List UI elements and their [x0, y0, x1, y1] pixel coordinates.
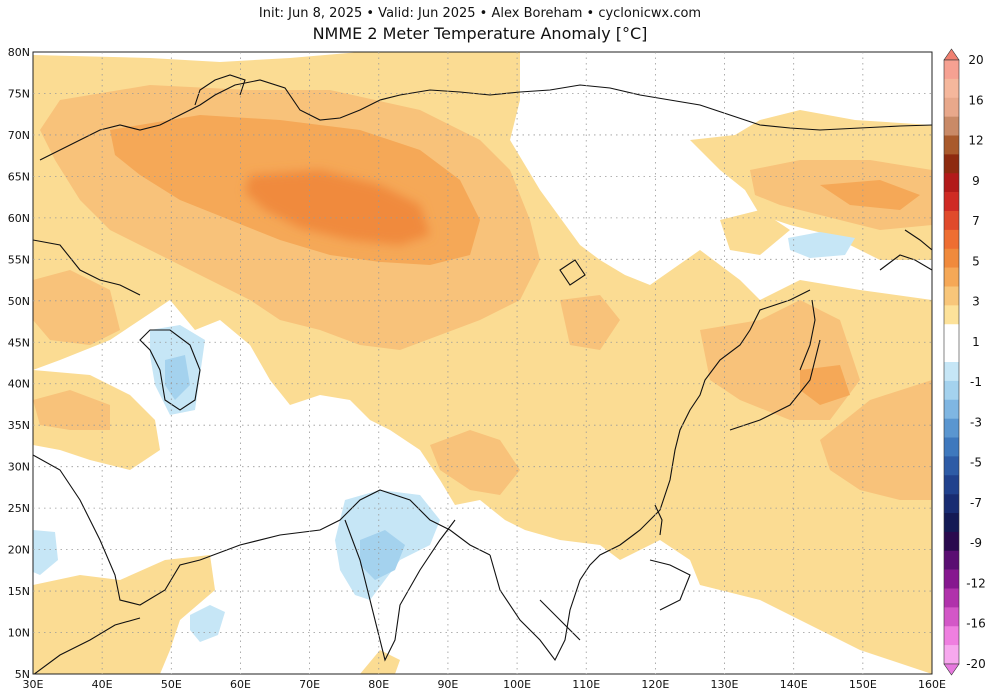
colorbar-swatch	[944, 305, 959, 325]
colorbar-swatch	[944, 97, 959, 117]
lon-tick-label: 140E	[780, 678, 808, 691]
lon-tick-label: 30E	[23, 678, 44, 691]
colorbar-swatch	[944, 418, 959, 438]
colorbar-label: 3	[972, 295, 980, 309]
lat-tick-label: 25N	[8, 502, 30, 515]
lat-tick-label: 35N	[8, 419, 30, 432]
lon-tick-label: 120E	[641, 678, 669, 691]
lon-tick-label: 60E	[230, 678, 251, 691]
colorbar-swatch	[944, 399, 959, 419]
colorbar-label: 5	[972, 254, 980, 268]
colorbar: 20 16 12 9 7 5 3 1 -1 -3 -5 -7 -9 -12 -16 -20	[943, 48, 986, 676]
colorbar-swatch	[944, 550, 959, 570]
colorbar-swatch	[944, 588, 959, 608]
colorbar-label: -7	[970, 496, 982, 510]
lat-tick-label: 40N	[8, 378, 30, 391]
lon-tick-label: 40E	[92, 678, 113, 691]
colorbar-swatch	[944, 456, 959, 476]
colorbar-label: 1	[972, 335, 980, 349]
colorbar-swatch	[944, 173, 959, 193]
colorbar-label: 16	[968, 93, 983, 107]
lon-tick-label: 100E	[503, 678, 531, 691]
colorbar-label: 20	[968, 53, 983, 67]
lat-tick-label: 55N	[8, 253, 30, 266]
lon-tick-label: 70E	[299, 678, 320, 691]
colorbar-label: -1	[970, 375, 982, 389]
colorbar-swatch	[944, 192, 959, 212]
colorbar-swatch	[944, 116, 959, 136]
colorbar-swatch	[944, 135, 959, 155]
lon-tick-label: 50E	[161, 678, 182, 691]
colorbar-label: -9	[970, 536, 982, 550]
colorbar-swatch	[944, 286, 959, 306]
lat-tick-label: 30N	[8, 461, 30, 474]
lon-tick-label: 80E	[368, 678, 389, 691]
colorbar-swatch	[944, 211, 959, 231]
colorbar-swatch	[944, 380, 959, 401]
colorbar-label: 12	[968, 134, 983, 148]
map-subtitle: Init: Jun 8, 2025 • Valid: Jun 2025 • Al…	[258, 6, 702, 21]
colorbar-swatch	[944, 60, 959, 80]
grid-lines	[33, 52, 932, 674]
coastlines	[33, 74, 932, 674]
colorbar-swatch	[944, 569, 959, 589]
colorbar-swatch	[944, 362, 959, 382]
lat-tick-label: 5N	[15, 668, 30, 681]
colorbar-label: -5	[970, 456, 982, 470]
latitude-labels: 5N 10N 15N 20N 25N 30N 35N 40N 45N 50N 55N 60N 65N 70…	[8, 46, 30, 681]
anomaly-warm-4	[245, 170, 430, 245]
colorbar-lower-arrow	[943, 663, 960, 676]
lon-tick-label: 160E	[918, 678, 946, 691]
lat-tick-label: 50N	[8, 295, 30, 308]
plot-frame	[32, 51, 933, 675]
colorbar-label: 7	[972, 214, 980, 228]
colorbar-swatch	[944, 324, 959, 344]
colorbar-swatch	[944, 645, 959, 665]
lat-tick-label: 60N	[8, 212, 30, 225]
lat-tick-label: 20N	[8, 544, 30, 557]
lat-tick-label: 75N	[8, 87, 30, 100]
lon-tick-label: 150E	[849, 678, 877, 691]
colorbar-upper-arrow	[943, 48, 960, 61]
colorbar-label: 9	[972, 174, 980, 188]
colorbar-swatch	[944, 248, 959, 268]
colorbar-label: -20	[966, 657, 986, 671]
lon-tick-label: 90E	[437, 678, 458, 691]
longitude-labels: 30E 40E 50E 60E 70E 80E 90E 100E 110E 120E 130E 140…	[23, 678, 946, 691]
colorbar-label: -3	[970, 415, 982, 429]
anomaly-shading	[33, 52, 932, 674]
colorbar-swatch	[944, 494, 959, 514]
lat-tick-label: 45N	[8, 336, 30, 349]
map-title: NMME 2 Meter Temperature Anomaly [°C]	[312, 24, 648, 43]
lat-tick-label: 65N	[8, 170, 30, 183]
lat-tick-label: 10N	[8, 627, 30, 640]
colorbar-swatch	[944, 437, 959, 457]
lat-tick-label: 80N	[8, 46, 30, 59]
colorbar-swatch	[944, 607, 959, 627]
colorbar-swatch	[944, 626, 959, 646]
lon-tick-label: 130E	[711, 678, 739, 691]
colorbar-swatch	[944, 78, 959, 99]
colorbar-swatch	[944, 154, 959, 174]
colorbar-swatch	[944, 343, 959, 363]
colorbar-swatch	[944, 531, 959, 552]
lat-tick-label: 70N	[8, 129, 30, 142]
colorbar-swatch	[944, 267, 959, 287]
lat-tick-label: 15N	[8, 585, 30, 598]
colorbar-swatch	[944, 513, 959, 533]
colorbar-label: -12	[966, 576, 986, 590]
colorbar-label: -16	[966, 617, 986, 631]
colorbar-swatch	[944, 229, 959, 250]
colorbar-swatch	[944, 475, 959, 495]
lon-tick-label: 110E	[572, 678, 600, 691]
